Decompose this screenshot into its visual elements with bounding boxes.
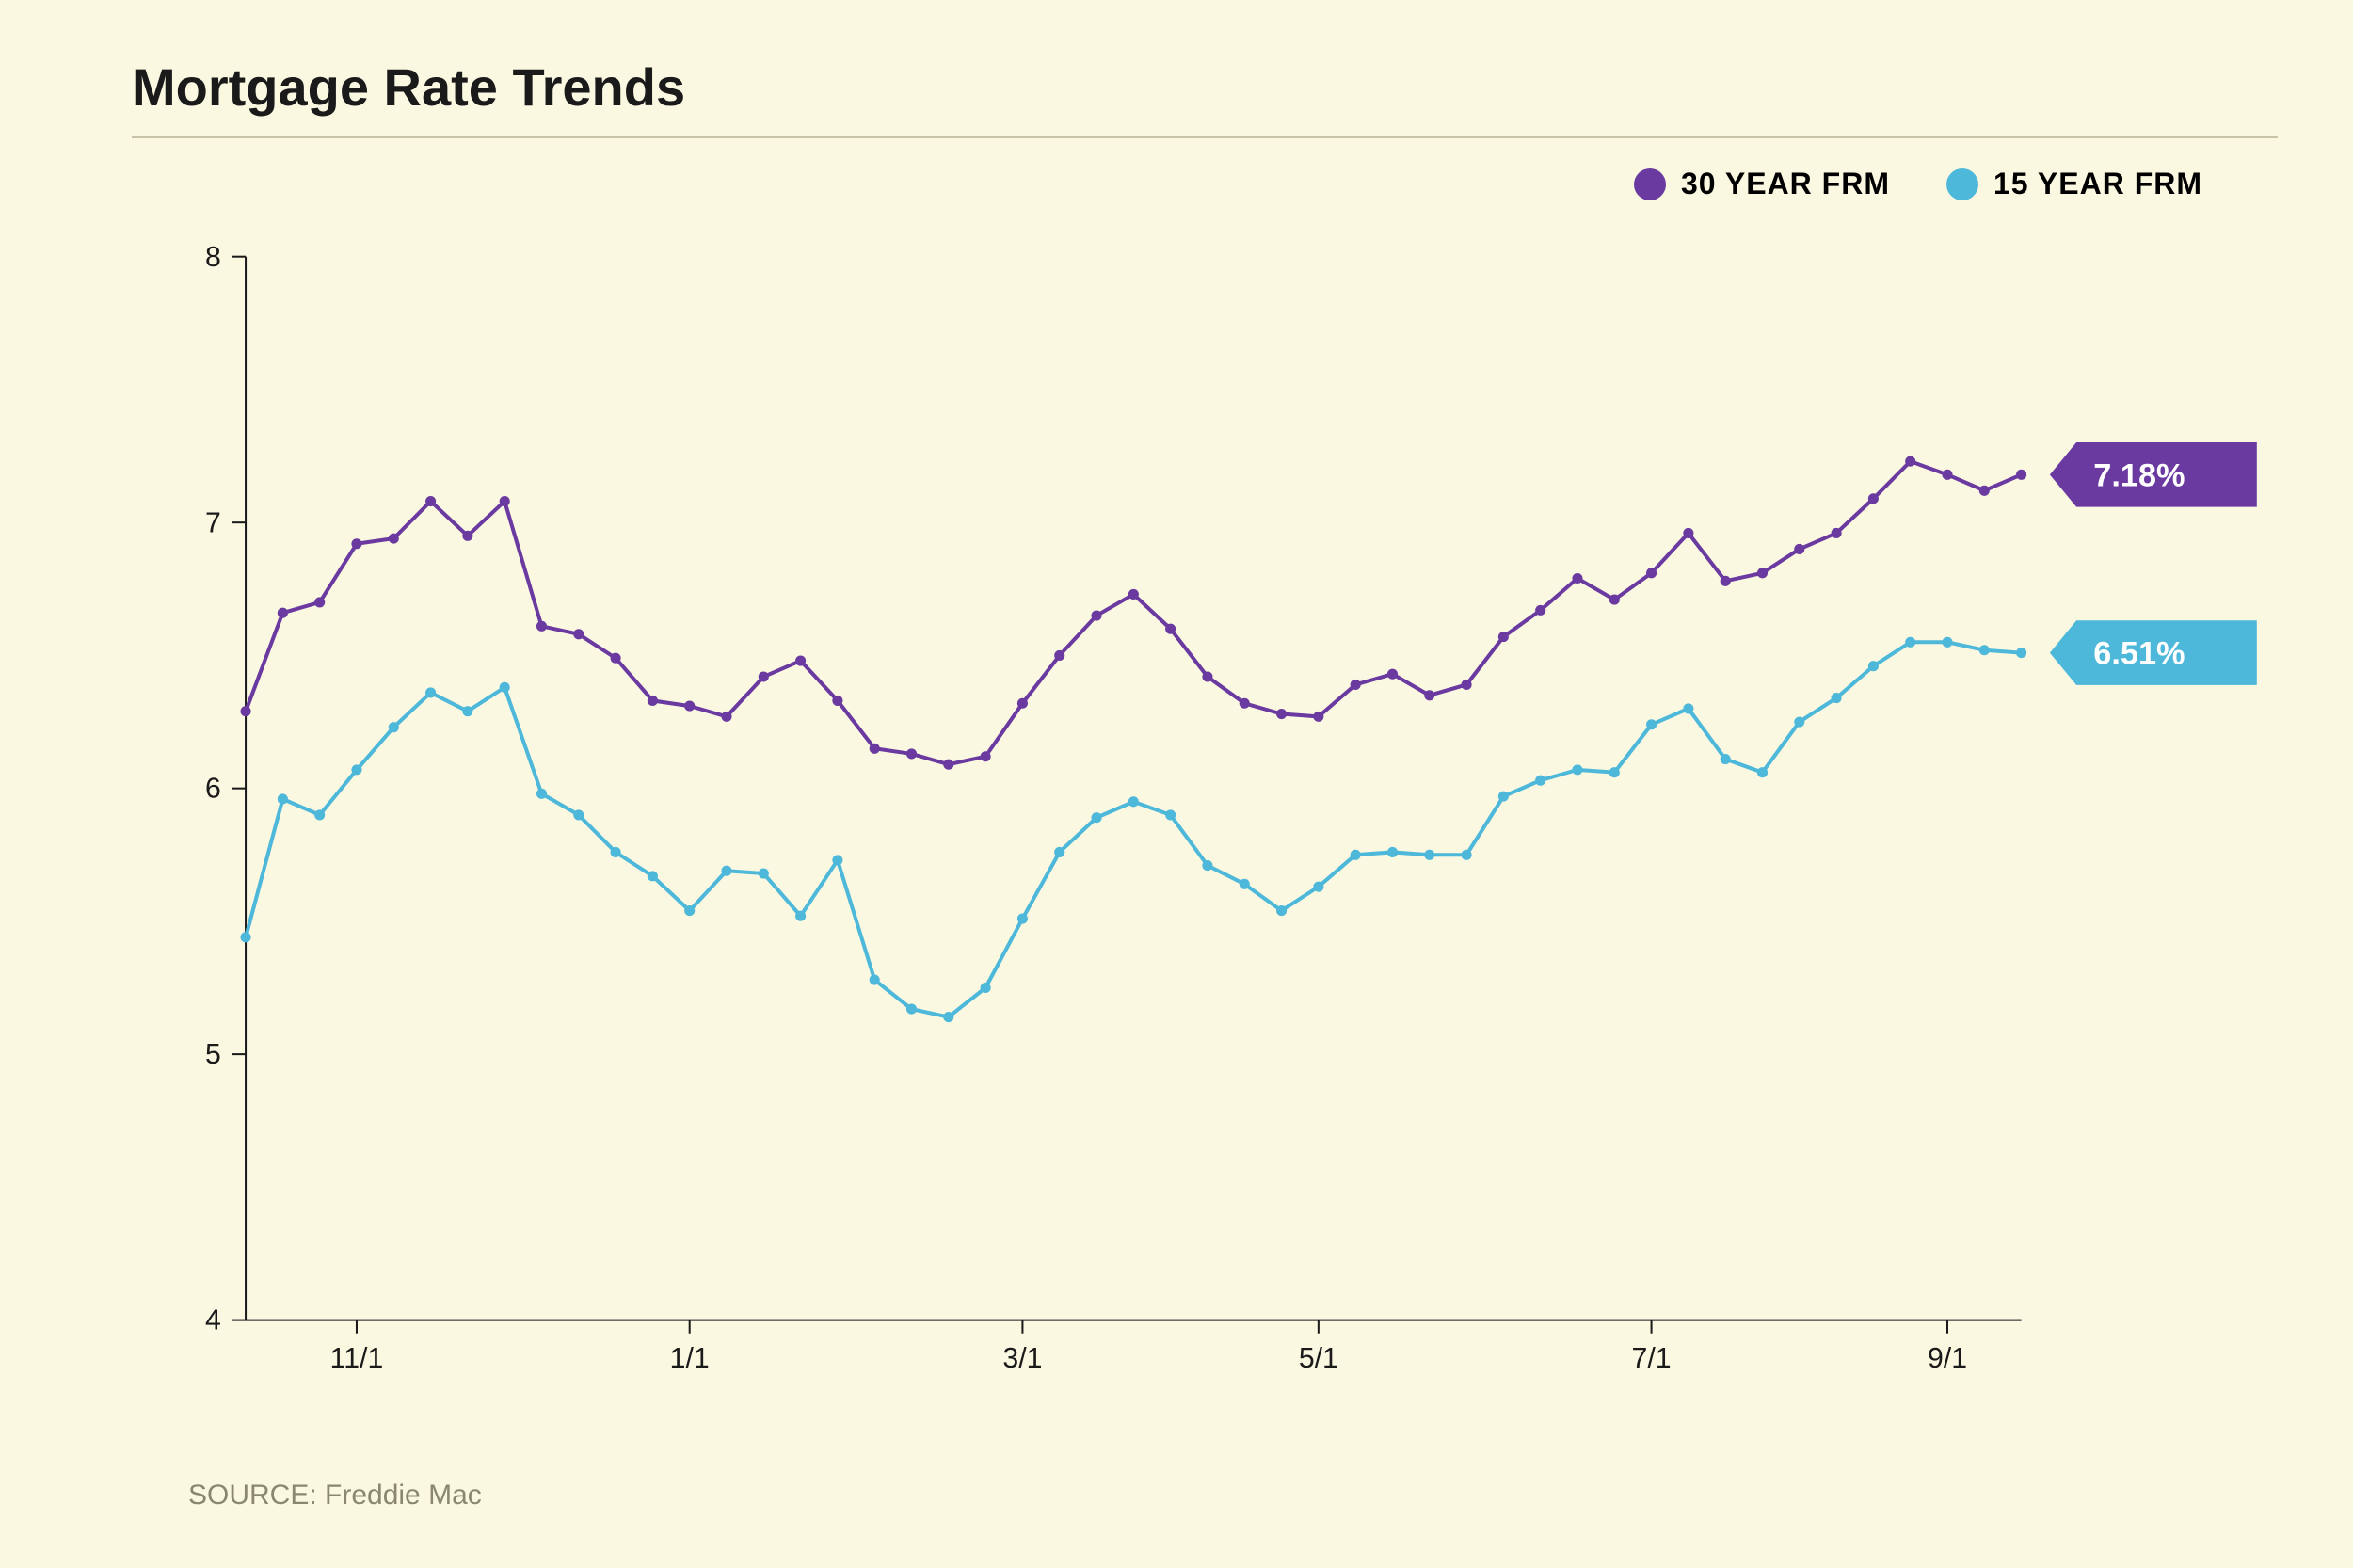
svg-text:11/1: 11/1 (330, 1343, 384, 1374)
title-rule (132, 136, 2278, 138)
svg-text:6: 6 (205, 774, 221, 805)
svg-text:7/1: 7/1 (1632, 1343, 1672, 1374)
source-label: SOURCE: Freddie Mac (132, 1480, 2278, 1512)
svg-text:5: 5 (205, 1039, 221, 1070)
chart-container: Mortgage Rate Trends 30 YEAR FRM 15 YEAR… (132, 56, 2278, 1512)
legend-item-30yr: 30 YEAR FRM (1634, 167, 1890, 201)
legend-dot-icon (1634, 168, 1666, 200)
line-chart: 4 5 6 7 8 11/1 1/1 3/1 5/1 7/1 9/1 7.18% 6.51% (132, 211, 2278, 1442)
legend-label: 30 YEAR FRM (1681, 167, 1890, 201)
svg-text:7: 7 (205, 507, 221, 538)
svg-text:9/1: 9/1 (1928, 1343, 1967, 1374)
legend-dot-icon (1946, 168, 1978, 200)
svg-text:4: 4 (205, 1305, 221, 1336)
svg-text:8: 8 (205, 242, 221, 273)
legend: 30 YEAR FRM 15 YEAR FRM (132, 167, 2278, 201)
chart-wrap: 4 5 6 7 8 11/1 1/1 3/1 5/1 7/1 9/1 7.18% 6.51% (132, 211, 2278, 1442)
svg-text:7.18%: 7.18% (2093, 457, 2185, 493)
svg-text:3/1: 3/1 (1002, 1343, 1042, 1374)
chart-area: 4 5 6 7 8 11/1 1/1 3/1 5/1 7/1 9/1 7.18% 6.51% (132, 211, 2278, 1442)
svg-text:5/1: 5/1 (1299, 1343, 1338, 1374)
legend-item-15yr: 15 YEAR FRM (1946, 167, 2202, 201)
legend-label: 15 YEAR FRM (1993, 167, 2202, 201)
chart-title: Mortgage Rate Trends (132, 56, 2278, 118)
svg-text:1/1: 1/1 (670, 1343, 710, 1374)
svg-text:6.51%: 6.51% (2093, 636, 2185, 672)
